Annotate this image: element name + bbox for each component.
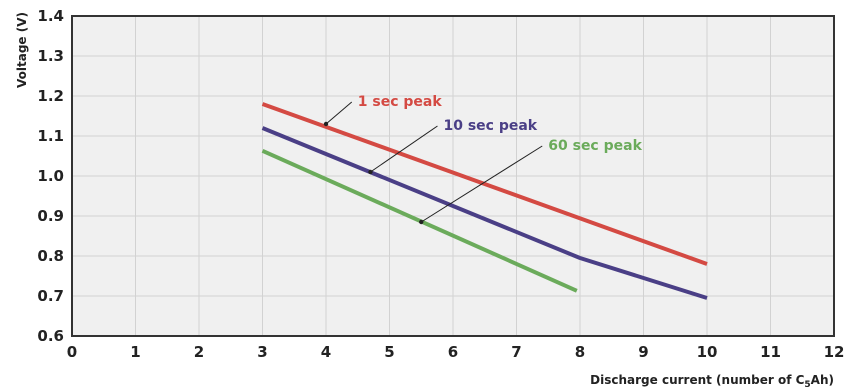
y-axis-ticks: 0.6 0.7 0.8 0.9 1.0 1.1 1.2 1.3 1.4 (37, 7, 64, 345)
x-tick-label: 8 (575, 343, 585, 361)
grid (72, 16, 834, 336)
plot-frame (71, 15, 835, 337)
y-axis-title: Voltage (V) (15, 12, 29, 88)
x-axis-ticks: 0 1 2 3 4 5 6 7 8 9 10 11 12 (67, 343, 845, 361)
y-tick-label: 0.6 (37, 327, 64, 345)
x-tick-label: 2 (194, 343, 204, 361)
leader-dot-10-sec-peak (368, 169, 373, 175)
leader-dot-60-sec-peak (419, 219, 424, 225)
x-tick-label: 9 (638, 343, 648, 361)
series-label-10-sec-peak: 10 sec peak (443, 118, 537, 134)
leader-line-60-sec-peak (420, 145, 543, 223)
y-tick-label: 0.7 (37, 287, 64, 305)
y-tick-label: 1.3 (37, 47, 64, 65)
x-tick-label: 12 (824, 343, 845, 361)
x-tick-label: 4 (321, 343, 331, 361)
y-tick-label: 1.4 (37, 7, 64, 25)
leader-line-1-sec-peak (325, 101, 353, 125)
x-tick-label: 1 (130, 343, 140, 361)
series-label-1-sec-peak: 1 sec peak (358, 94, 443, 110)
x-tick-label: 5 (384, 343, 394, 361)
x-tick-label: 3 (257, 343, 267, 361)
x-axis-title: Discharge current (number of C5Ah) (590, 373, 834, 390)
series-label-60-sec-peak: 60 sec peak (548, 138, 642, 154)
y-tick-label: 1.0 (37, 167, 64, 185)
x-tick-label: 6 (448, 343, 458, 361)
series-line-1-sec-peak (261, 102, 708, 266)
x-tick-label: 10 (697, 343, 718, 361)
y-tick-label: 0.9 (37, 207, 64, 225)
y-tick-label: 1.1 (37, 127, 64, 145)
x-tick-label: 0 (67, 343, 77, 361)
leader-dot-1-sec-peak (323, 121, 329, 127)
x-tick-label: 11 (760, 343, 781, 361)
leader-line-10-sec-peak (370, 125, 438, 173)
label-leaders (323, 101, 543, 225)
y-tick-label: 0.8 (37, 247, 64, 265)
y-tick-label: 1.2 (37, 87, 64, 105)
x-tick-label: 7 (511, 343, 521, 361)
series-line-10-sec-peak (261, 126, 708, 300)
